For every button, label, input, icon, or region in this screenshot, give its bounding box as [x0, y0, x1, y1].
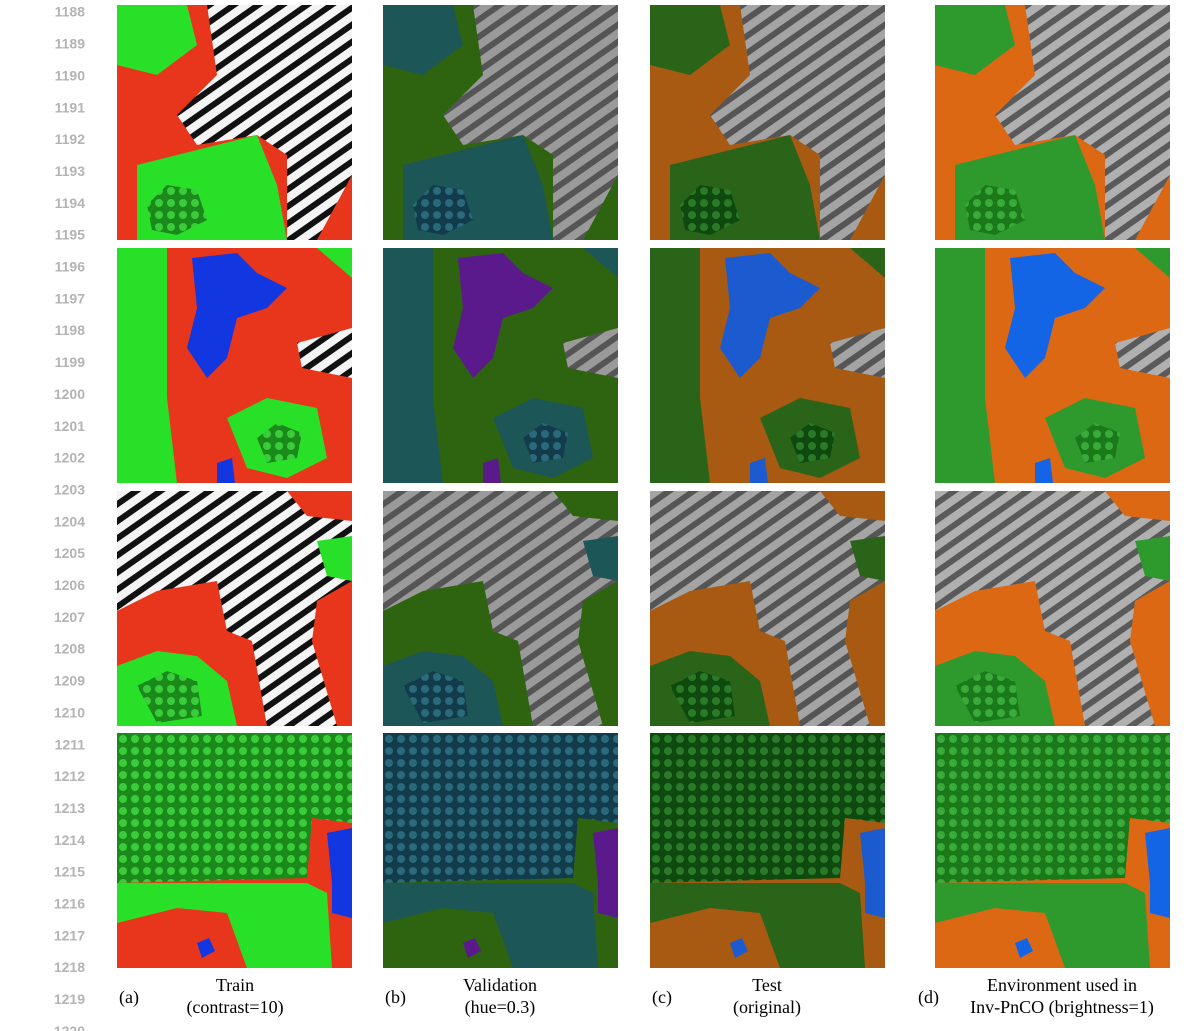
panel-label: (b)	[385, 987, 406, 1008]
panel-caption: Test	[752, 975, 782, 995]
tile-image	[383, 248, 618, 483]
tile-image	[117, 491, 352, 726]
line-number: 1192	[55, 131, 86, 147]
panel-label: (c)	[652, 987, 672, 1008]
tile-image	[117, 248, 352, 483]
line-number: 1212	[54, 768, 85, 784]
panel-label: (d)	[918, 987, 939, 1008]
line-number: 1198	[55, 322, 86, 338]
tile-image	[935, 491, 1170, 726]
line-number: 1196	[55, 259, 86, 275]
line-number: 1190	[55, 67, 86, 83]
line-number: 1201	[54, 418, 85, 434]
line-number: 1189	[55, 36, 86, 52]
figure: 1188 1189 1190 1191 1192 1193 1194 1195 1196 1197…	[0, 0, 1202, 1031]
tile-image	[117, 733, 352, 968]
line-number: 1205	[54, 545, 85, 561]
line-number: 1211	[55, 736, 86, 752]
line-number: 1206	[54, 577, 85, 593]
panel-caption: Environment used in	[987, 975, 1137, 995]
panel-caption: (hue=0.3)	[465, 997, 536, 1018]
line-number: 1213	[54, 800, 85, 816]
tile-image	[935, 5, 1170, 240]
line-number: 1200	[54, 386, 85, 402]
line-number: 1217	[54, 927, 85, 943]
line-number: 1203	[54, 481, 85, 497]
line-number: 1194	[55, 195, 86, 211]
panel-caption: Train	[216, 975, 254, 995]
line-number: 1210	[54, 704, 85, 720]
panel-caption: Validation	[463, 975, 537, 995]
line-number: 1218	[54, 959, 85, 975]
line-number: 1219	[54, 991, 85, 1007]
line-number: 1197	[55, 290, 86, 306]
line-number: 1214	[54, 832, 85, 848]
line-number: 1215	[54, 864, 85, 880]
tile-image	[383, 491, 618, 726]
line-number: 1193	[55, 163, 86, 179]
tile-image	[650, 733, 885, 968]
tile-image	[935, 248, 1170, 483]
line-number: 1216	[54, 896, 85, 912]
line-number: 1195	[55, 227, 86, 243]
tile-image	[650, 491, 885, 726]
tile-image	[383, 733, 618, 968]
line-number: 1207	[54, 609, 85, 625]
line-number: 1220	[54, 1023, 85, 1031]
tile-image	[383, 5, 618, 240]
tile-image	[935, 733, 1170, 968]
panel-label: (a)	[119, 987, 139, 1008]
panel-caption: Inv-PnCO (brightness=1)	[970, 997, 1154, 1018]
line-number: 1209	[54, 673, 85, 689]
tile-image	[117, 5, 352, 240]
line-number: 1208	[54, 641, 85, 657]
line-number: 1199	[55, 354, 86, 370]
panel-caption: (original)	[733, 997, 801, 1018]
panel-caption: (contrast=10)	[186, 997, 283, 1018]
line-number: 1191	[55, 99, 86, 115]
page: {"line_numbers": ["1188","1189","1190","…	[0, 0, 1202, 1031]
line-number: 1202	[54, 450, 85, 466]
line-number: 1188	[55, 4, 86, 20]
tile-image	[650, 248, 885, 483]
tile-image	[650, 5, 885, 240]
line-number: 1204	[54, 513, 85, 529]
